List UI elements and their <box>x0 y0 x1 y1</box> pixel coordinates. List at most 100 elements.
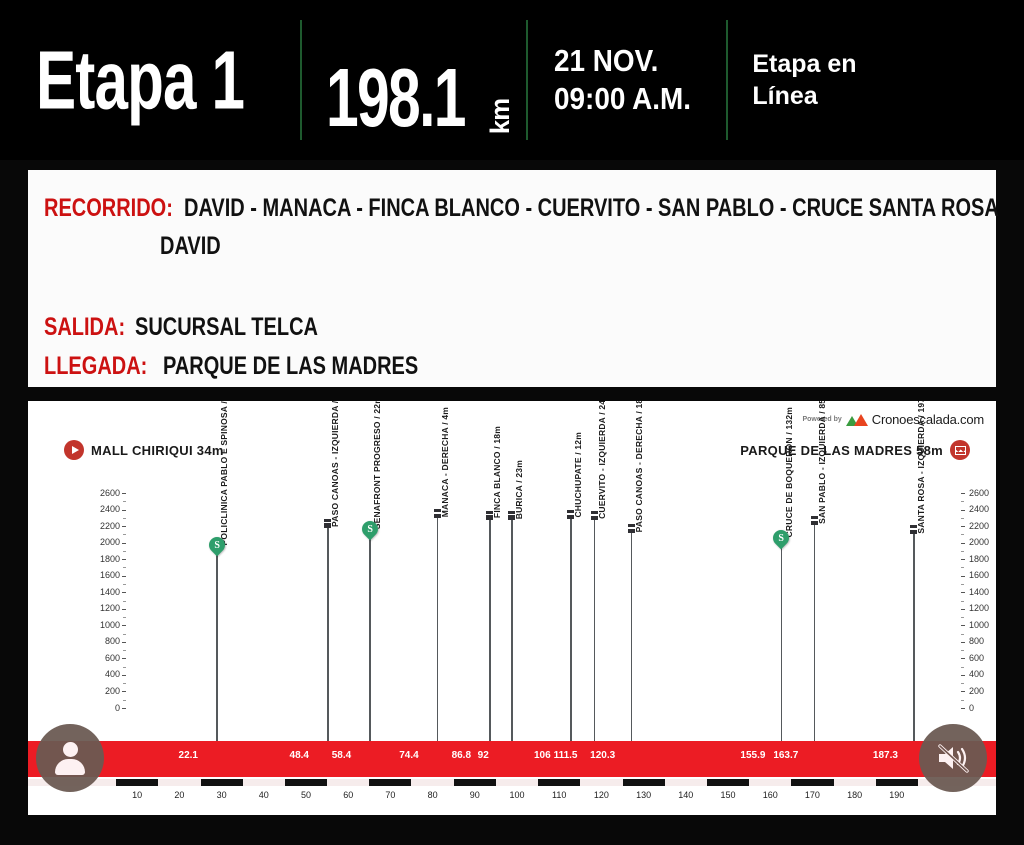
x-axis-segment <box>200 779 243 786</box>
stage-datetime-cell: 21 NOV. 09:00 A.M. <box>528 21 726 139</box>
km-marker-label: 22.1 <box>178 750 198 761</box>
header-divider-1 <box>300 20 302 140</box>
finish-point-label: PARQUE DE LAS MADRES 58m <box>740 440 970 460</box>
x-tick-label: 30 <box>216 790 227 800</box>
x-axis-segment <box>538 779 581 786</box>
stage-title-cell: Etapa 1 <box>0 21 300 139</box>
peak-marker: FINCA BLANCO / 18m <box>486 426 502 811</box>
marker-stem <box>369 524 371 811</box>
y-tick-mark <box>961 592 965 594</box>
y-minor-tick <box>123 633 126 635</box>
y-tick-label: 1600 <box>99 570 120 581</box>
y-tick-label: 1600 <box>969 570 990 581</box>
y-tick-label: 2000 <box>99 537 120 548</box>
y-axis-right: 0 200 400 600 800 1000 1200 1400 1600 1800 2000 220… <box>961 488 996 738</box>
marker-label: FINCA BLANCO / 18m <box>492 426 503 519</box>
marker-stem <box>511 514 513 811</box>
y-tick-label: 600 <box>104 652 120 663</box>
x-axis-rail <box>28 779 996 786</box>
marker-label: CUERVITO - IZQUIERDA / 24m <box>596 401 607 519</box>
stage-date: 21 NOV. <box>554 43 659 79</box>
y-minor-tick <box>123 699 126 701</box>
recorrido-label: RECORRIDO: <box>44 194 173 222</box>
salida-value: SUCURSAL TELCA <box>135 313 319 341</box>
y-tick-mark <box>961 526 965 528</box>
marker-label: SENAFRONT PROGRESO / 22m <box>372 401 383 529</box>
peak-marker: PASO CANOAS - IZQUIERDA / 118m <box>324 401 340 811</box>
y-tick-label: 800 <box>104 636 120 647</box>
peak-marker: CUERVITO - IZQUIERDA / 24m <box>590 401 607 811</box>
y-minor-tick <box>961 517 964 519</box>
x-tick-label: 190 <box>889 790 905 800</box>
y-tick-mark <box>122 592 126 594</box>
mute-button[interactable] <box>919 724 987 792</box>
stage-distance-unit: km <box>485 98 516 135</box>
recorrido-row: RECORRIDO: DAVID - MANACA - FINCA BLANCO… <box>44 194 999 223</box>
y-tick-mark <box>961 708 965 709</box>
y-tick-label: 400 <box>969 669 985 680</box>
x-axis-segment <box>791 779 834 786</box>
y-axis-left: 0 200 400 600 800 1000 1200 1400 1600 1800 2000 220… <box>66 488 126 738</box>
y-tick-mark <box>961 658 965 660</box>
y-tick-mark <box>961 625 965 627</box>
y-minor-tick <box>123 583 126 585</box>
y-tick-label: 2400 <box>99 504 120 515</box>
y-minor-tick <box>961 650 964 652</box>
marker-stem <box>216 541 218 811</box>
y-tick-label: 200 <box>969 685 985 696</box>
x-axis-segment <box>706 779 750 786</box>
peak-marker: MANACA - DERECHA / 4m <box>433 407 450 811</box>
avatar-button[interactable] <box>36 724 104 792</box>
recorrido-value: DAVID - MANACA - FINCA BLANCO - CUERVITO… <box>184 194 999 222</box>
marker-stem <box>630 528 632 811</box>
y-tick-label: 1200 <box>99 603 120 614</box>
km-marker-label: 163.7 <box>773 750 799 761</box>
y-tick-mark <box>122 708 126 709</box>
y-minor-tick <box>123 567 126 569</box>
y-minor-tick <box>123 666 126 668</box>
y-tick-mark <box>961 509 965 511</box>
y-tick-mark <box>122 526 126 528</box>
salida-label: SALIDA: <box>44 313 126 341</box>
y-minor-tick <box>961 699 964 701</box>
x-tick-label: 170 <box>804 790 820 800</box>
stage-type-cell: Etapa en Línea <box>728 21 856 139</box>
y-tick-label: 1000 <box>99 619 120 630</box>
y-tick-label: 2400 <box>969 504 990 515</box>
marker-stem <box>813 520 816 811</box>
header-divider-2 <box>526 20 529 140</box>
llegada-value: PARQUE DE LAS MADRES <box>163 352 419 380</box>
stage-distance-cell: 198.1 km <box>302 21 526 139</box>
x-tick-label: 100 <box>509 790 525 800</box>
y-tick-mark <box>122 509 126 511</box>
y-minor-tick <box>961 666 964 668</box>
x-tick-label: 80 <box>427 790 438 800</box>
x-axis-scale: 10 20 30 40 50 60 70 80 90 100 110 120 130 140 150 160 1… <box>28 777 996 815</box>
recorrido-row-continued: DAVID <box>44 232 980 261</box>
x-tick-label: 10 <box>132 790 143 800</box>
peak-marker: BURICA / 23m <box>508 460 524 811</box>
y-tick-mark <box>961 559 965 561</box>
y-tick-mark <box>122 559 126 561</box>
y-tick-label: 800 <box>969 636 985 647</box>
km-marker-label: 48.4 <box>289 750 309 761</box>
y-tick-mark <box>961 641 965 643</box>
y-tick-label: 2200 <box>969 520 990 531</box>
finish-flag-icon <box>950 440 970 460</box>
y-minor-tick <box>961 501 964 503</box>
y-tick-label: 1800 <box>99 553 120 564</box>
start-flag-icon <box>64 440 84 460</box>
marker-stem <box>489 514 491 811</box>
finish-point-text: PARQUE DE LAS MADRES 58m <box>740 442 943 458</box>
x-axis-segment <box>453 779 496 786</box>
y-minor-tick <box>961 550 964 552</box>
peak-marker: SAN PABLO - IZQUIERDA / 85m <box>810 401 827 811</box>
stage-time: 09:00 A.M. <box>554 81 692 116</box>
y-tick-mark <box>961 691 965 693</box>
x-tick-label: 90 <box>469 790 480 800</box>
y-tick-label: 2600 <box>969 487 990 498</box>
recorrido-value-line2: DAVID <box>160 232 221 260</box>
marker-cap-icon <box>486 510 494 520</box>
marker-cap-icon <box>324 518 332 528</box>
